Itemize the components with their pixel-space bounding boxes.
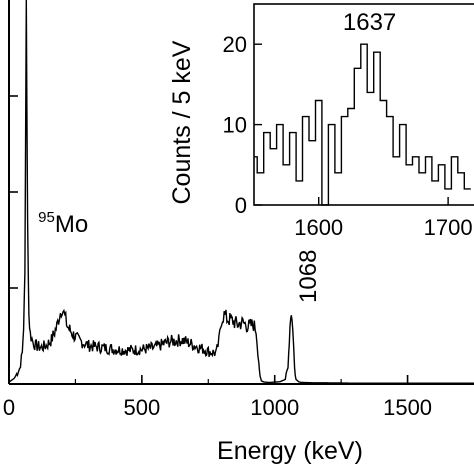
main-x-tick-label: 1500 [383,395,432,420]
inset-y-tick-label: 0 [235,193,247,218]
main-peak-label: 95Mo [38,209,88,238]
main-x-axis-title: Energy (keV) [217,437,363,465]
inset-y-tick-label: 10 [223,113,247,138]
inset-histogram-line [254,43,471,206]
inset-y-ticks: 0 10 20 [223,32,262,218]
inset-background [192,0,474,247]
main-x-tick-label: 500 [123,395,160,420]
inset-peak-labels: 1637 [343,9,396,36]
inset-frame [253,3,474,206]
inset-x-ticks: 1600 1700 [294,197,473,240]
main-x-ticks: 0 500 1000 1500 [3,375,432,420]
inset-x-tick-label: 1600 [294,215,343,240]
inset-peak-label: 1637 [343,9,396,36]
inset-plot-area: 1600 1700 0 10 20 1637 Counts / 5 keV [168,0,474,247]
inset-y-tick-label: 20 [223,32,247,57]
main-y-ticks [9,95,18,289]
main-spectrum-line [8,0,474,384]
main-x-tick-label: 0 [3,395,15,420]
inset-x-tick-label: 1700 [424,215,473,240]
inset-y-axis-title: Counts / 5 keV [168,40,196,204]
main-peak-label: 1068 [295,250,322,303]
main-x-tick-label: 1000 [250,395,299,420]
